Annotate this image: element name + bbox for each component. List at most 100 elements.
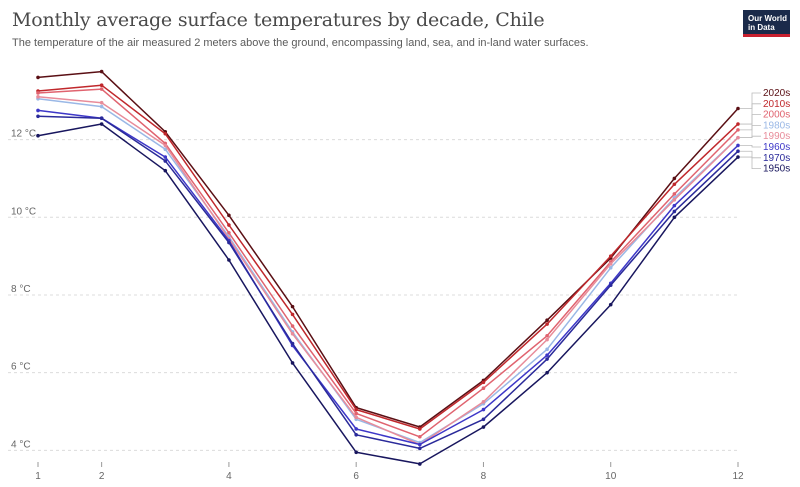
data-point-1950s bbox=[608, 302, 613, 307]
legend-leader-line bbox=[740, 135, 761, 139]
data-point-1950s bbox=[290, 361, 295, 365]
data-point-1960s bbox=[163, 155, 168, 159]
data-point-1950s bbox=[354, 450, 358, 455]
data-point-1970s bbox=[481, 417, 486, 422]
owid-logo[interactable]: Our World in Data bbox=[743, 10, 790, 37]
data-point-2020s bbox=[672, 176, 677, 181]
series-line-2000s bbox=[37, 88, 739, 438]
data-point-1990s bbox=[608, 262, 613, 266]
series-line-2010s bbox=[37, 84, 739, 430]
legend-leader-line bbox=[740, 114, 761, 131]
logo-line-1: Our World bbox=[748, 14, 787, 23]
legend-leader-line bbox=[740, 103, 761, 125]
data-point-2010s bbox=[545, 322, 549, 326]
data-point-1950s bbox=[481, 425, 486, 429]
data-point-2000s bbox=[99, 87, 104, 91]
grid-lines bbox=[8, 139, 740, 451]
legend-label-1990s: 1990s bbox=[763, 131, 790, 142]
legend-label-2010s: 2010s bbox=[763, 99, 790, 110]
data-point-1970s bbox=[99, 116, 104, 121]
y-tick-label: 4 °C bbox=[11, 439, 31, 450]
data-point-1950s bbox=[418, 462, 422, 466]
data-point-2010s bbox=[354, 407, 358, 412]
data-point-1950s bbox=[736, 155, 740, 159]
data-point-1980s bbox=[163, 147, 168, 152]
series-line-1970s bbox=[37, 115, 739, 450]
data-point-1960s bbox=[36, 108, 40, 113]
data-point-2010s bbox=[163, 131, 168, 136]
data-point-2010s bbox=[672, 182, 677, 187]
data-point-1950s bbox=[163, 168, 168, 173]
data-point-1990s bbox=[736, 135, 740, 140]
data-point-2000s bbox=[290, 324, 295, 328]
logo-line-2: in Data bbox=[748, 23, 775, 32]
y-tick-label: 8 °C bbox=[11, 284, 31, 295]
y-tick-label: 6 °C bbox=[11, 362, 31, 373]
data-point-2020s bbox=[36, 75, 40, 80]
data-point-2010s bbox=[608, 254, 613, 258]
data-point-2020s bbox=[545, 318, 549, 323]
data-point-2010s bbox=[736, 122, 740, 126]
legend-label-1950s: 1950s bbox=[763, 164, 790, 175]
legend-leader-line bbox=[740, 156, 761, 170]
x-tick-label: 1 bbox=[35, 471, 41, 482]
data-point-1980s bbox=[545, 347, 549, 352]
x-tick-label: 10 bbox=[605, 471, 617, 482]
data-point-2010s bbox=[227, 223, 231, 227]
data-point-1960s bbox=[418, 442, 422, 447]
data-point-1950s bbox=[227, 258, 231, 262]
data-point-1990s bbox=[672, 197, 677, 202]
series-line-1950s bbox=[37, 123, 739, 465]
data-point-1990s bbox=[354, 415, 358, 420]
x-tick-label: 8 bbox=[481, 471, 487, 482]
data-point-1970s bbox=[290, 341, 295, 346]
x-tick-label: 6 bbox=[353, 471, 359, 482]
data-point-1970s bbox=[36, 114, 40, 119]
data-point-1990s bbox=[290, 332, 295, 336]
series-line-1990s bbox=[37, 96, 739, 446]
data-point-1990s bbox=[36, 95, 40, 99]
legend-label-1960s: 1960s bbox=[763, 142, 790, 153]
legend-label-1970s: 1970s bbox=[763, 153, 790, 164]
data-point-2010s bbox=[418, 427, 422, 431]
chart-subtitle: The temperature of the air measured 2 me… bbox=[12, 37, 589, 49]
data-point-2020s bbox=[227, 213, 231, 218]
legend-label-2020s: 2020s bbox=[763, 88, 790, 99]
series-line-1980s bbox=[37, 98, 739, 444]
legend-label-1980s: 1980s bbox=[763, 120, 790, 131]
data-point-1950s bbox=[545, 370, 549, 375]
legend-label-2000s: 2000s bbox=[763, 110, 790, 121]
series-lines bbox=[36, 69, 740, 466]
data-point-2020s bbox=[290, 304, 295, 309]
data-point-1990s bbox=[163, 143, 168, 148]
data-point-2020s bbox=[736, 106, 740, 111]
data-point-1960s bbox=[481, 407, 486, 412]
data-point-1970s bbox=[545, 357, 549, 361]
chart-title: Monthly average surface temperatures by … bbox=[12, 9, 545, 31]
data-point-2000s bbox=[736, 128, 740, 132]
series-line-1960s bbox=[37, 109, 739, 446]
data-point-1960s bbox=[545, 353, 549, 357]
data-point-1970s bbox=[608, 283, 613, 288]
data-point-1990s bbox=[545, 337, 549, 342]
data-point-1990s bbox=[481, 399, 486, 404]
data-point-2000s bbox=[545, 333, 549, 338]
data-point-2000s bbox=[672, 192, 677, 196]
legend-leader-line bbox=[740, 150, 761, 159]
data-point-2020s bbox=[99, 69, 104, 74]
data-point-1960s bbox=[736, 143, 740, 148]
data-point-1980s bbox=[99, 104, 104, 109]
data-point-1950s bbox=[36, 133, 40, 138]
axis-ticks: 4 °C6 °C8 °C10 °C12 °C1 2 4 6 8 10 12 bbox=[11, 129, 744, 482]
data-point-1950s bbox=[99, 122, 104, 126]
data-point-2000s bbox=[418, 434, 422, 439]
data-point-2000s bbox=[354, 411, 358, 416]
x-tick-label: 4 bbox=[226, 471, 232, 482]
x-tick-label: 2 bbox=[99, 471, 105, 482]
y-tick-label: 12 °C bbox=[11, 129, 36, 140]
data-point-2000s bbox=[36, 91, 40, 95]
legend-leader-line bbox=[740, 125, 761, 139]
data-point-1970s bbox=[163, 159, 168, 163]
